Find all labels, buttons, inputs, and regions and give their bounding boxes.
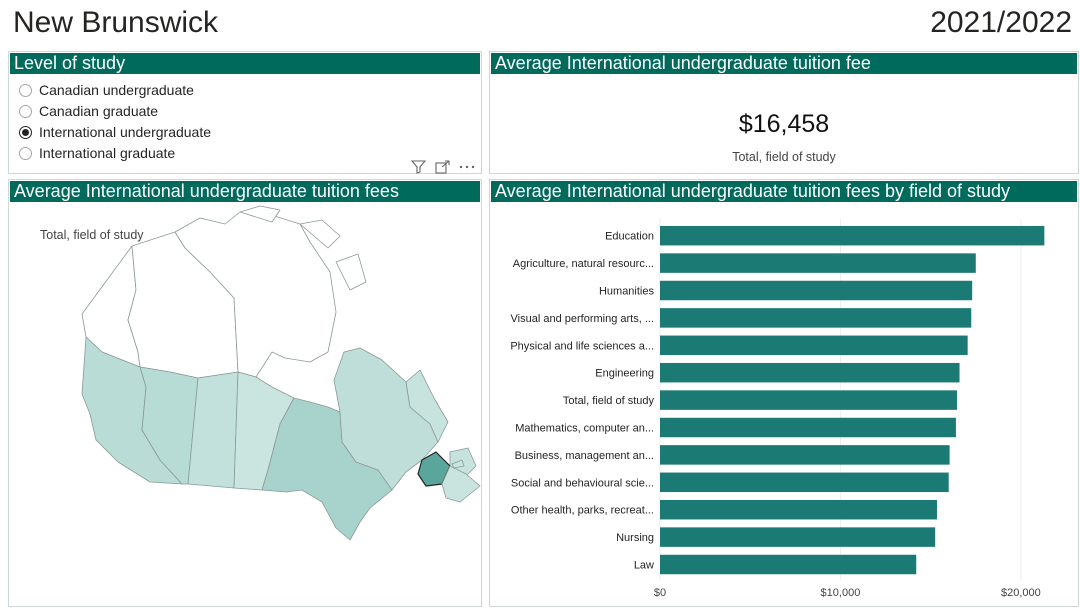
- focus-mode-icon[interactable]: [435, 160, 450, 177]
- category-label: Social and behavioural scie...: [511, 477, 654, 489]
- bar[interactable]: [660, 472, 949, 493]
- category-label: Mathematics, computer an...: [515, 423, 654, 435]
- radio-button[interactable]: [19, 83, 32, 97]
- filter-icon[interactable]: [410, 160, 427, 177]
- level-option[interactable]: International graduate: [19, 145, 175, 161]
- map-label: Total, field of study: [40, 228, 144, 242]
- x-tick-label: $10,000: [821, 587, 861, 599]
- page-title: New Brunswick: [13, 6, 219, 39]
- bar[interactable]: [660, 417, 956, 438]
- category-label: Humanities: [599, 286, 655, 298]
- year-label: 2021/2022: [930, 6, 1072, 39]
- bar[interactable]: [660, 554, 917, 575]
- kpi-panel: Average International undergraduate tuit…: [489, 51, 1079, 174]
- category-label: Physical and life sciences a...: [510, 340, 654, 352]
- map-region-pei[interactable]: [451, 459, 465, 469]
- kpi-value: $16,458: [738, 110, 830, 138]
- bar[interactable]: [660, 225, 1045, 246]
- bar-chart-panel: Average International undergraduate tuit…: [489, 179, 1079, 607]
- category-label: Engineering: [595, 368, 654, 380]
- x-tick-label: $0: [654, 587, 666, 599]
- kpi-subtitle: Total, field of study: [732, 150, 836, 164]
- canada-map[interactable]: [10, 202, 482, 608]
- bar-chart: $0 $10,000 $20,000 Education Agriculture, na…: [510, 218, 1045, 599]
- bar[interactable]: [660, 527, 936, 547]
- map-panel: Average International undergraduate tuit…: [8, 179, 482, 607]
- level-option[interactable]: Canadian graduate: [19, 103, 158, 119]
- bar[interactable]: [660, 445, 950, 465]
- visual-toolbar: [410, 160, 475, 177]
- map-header: Average International undergraduate tuit…: [10, 181, 480, 202]
- map-region-alberta[interactable]: [139, 366, 199, 485]
- kpi-header: Average International undergraduate tuit…: [491, 53, 1077, 74]
- bar[interactable]: [660, 390, 957, 410]
- radio-button[interactable]: [19, 125, 32, 139]
- level-option-label: Canadian undergraduate: [39, 82, 194, 98]
- bar[interactable]: [660, 499, 937, 520]
- more-options-icon[interactable]: [459, 160, 475, 177]
- level-option-label: International graduate: [39, 145, 176, 161]
- category-label: Law: [634, 560, 654, 572]
- radio-button[interactable]: [19, 104, 32, 118]
- level-option[interactable]: Canadian undergraduate: [19, 82, 194, 98]
- category-label: Nursing: [616, 532, 654, 544]
- bar[interactable]: [660, 335, 968, 356]
- category-label: Agriculture, natural resourc...: [513, 258, 654, 270]
- map-region-nova-scotia[interactable]: [441, 465, 481, 503]
- map-arctic-islands: [239, 205, 367, 291]
- radio-button[interactable]: [19, 146, 32, 160]
- bar[interactable]: [660, 362, 960, 383]
- level-option[interactable]: International undergraduate: [19, 124, 211, 140]
- bar[interactable]: [660, 308, 972, 328]
- category-label: Business, management an...: [515, 450, 654, 462]
- category-label: Education: [605, 231, 654, 243]
- bar[interactable]: [660, 253, 976, 273]
- bar[interactable]: [660, 280, 973, 301]
- level-of-study-header: Level of study: [10, 53, 480, 74]
- bar-chart-header: Average International undergraduate tuit…: [491, 181, 1077, 202]
- category-label: Visual and performing arts, ...: [511, 313, 654, 325]
- level-of-study-panel: Level of study Canadian undergraduate Can…: [8, 51, 482, 174]
- level-option-label: Canadian graduate: [39, 103, 159, 119]
- category-label: Other health, parks, recreat...: [511, 505, 654, 517]
- level-option-label: International undergraduate: [39, 124, 212, 140]
- x-tick-label: $20,000: [1001, 587, 1041, 599]
- category-label: Total, field of study: [563, 395, 655, 407]
